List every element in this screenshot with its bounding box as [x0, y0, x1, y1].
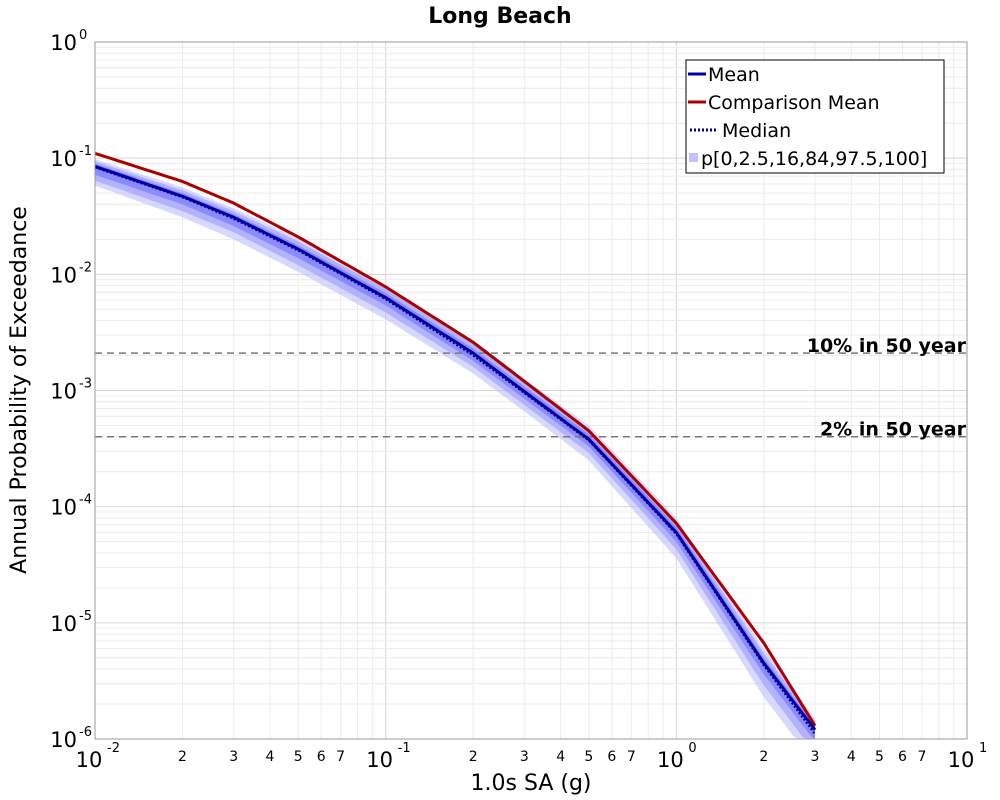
- x-minor-tick-label: 7: [918, 749, 927, 765]
- x-minor-tick-label: 2: [469, 749, 478, 765]
- x-tick-exponent: 1: [979, 741, 987, 756]
- y-tick-label: 10: [50, 728, 77, 752]
- x-minor-tick-label: 4: [556, 749, 565, 765]
- y-tick-label: 10: [50, 380, 77, 404]
- x-tick-exponent: 0: [688, 741, 696, 756]
- x-minor-tick-label: 2: [178, 749, 187, 765]
- series-line: [94, 151, 817, 727]
- x-tick-label: 10: [76, 748, 103, 772]
- percentile-bands: [95, 159, 815, 740]
- y-tick-label: 10: [50, 31, 77, 55]
- x-tick-labels: 10 -2 10 -1 10 0 10 12 3 4 5 6 7 2 3 4 5 6 7 2 3 4 5 6 7: [76, 741, 988, 772]
- x-minor-tick-label: 3: [811, 749, 820, 765]
- percentile-band: [95, 159, 815, 739]
- x-minor-tick-label: 4: [266, 749, 275, 765]
- y-tick-label: 10: [50, 263, 77, 287]
- x-minor-tick-label: 6: [607, 749, 616, 765]
- y-tick-exponent: -1: [79, 144, 92, 159]
- grid: [94, 42, 967, 740]
- x-minor-tick-label: 6: [898, 749, 907, 765]
- x-minor-tick-label: 7: [627, 749, 636, 765]
- legend-label-mean: Mean: [708, 64, 760, 86]
- x-tick-label: 10: [366, 748, 393, 772]
- reference-lines: 10% in 50 year 2% in 50 year: [95, 335, 967, 441]
- series-lines: [94, 151, 817, 735]
- x-axis-label: 1.0s SA (g): [471, 771, 592, 796]
- legend-label-median: Median: [722, 120, 791, 142]
- x-minor-tick-label: 3: [229, 749, 238, 765]
- y-tick-exponent: -3: [79, 377, 92, 392]
- legend-label-comparison-mean: Comparison Mean: [708, 92, 880, 114]
- y-tick-exponent: -6: [79, 725, 92, 740]
- y-tick-label: 10: [50, 496, 77, 520]
- x-tick-exponent: -2: [107, 741, 120, 756]
- y-tick-label: 10: [50, 612, 77, 636]
- x-minor-tick-label: 2: [759, 749, 768, 765]
- y-axis-label: Annual Probability of Exceedance: [7, 206, 32, 574]
- series-line: [94, 166, 816, 735]
- plot-frame: [94, 41, 968, 740]
- x-minor-tick-label: 5: [875, 749, 884, 765]
- x-minor-tick-label: 3: [520, 749, 529, 765]
- x-minor-tick-label: 7: [336, 749, 345, 765]
- x-tick-label: 10: [948, 748, 975, 772]
- x-tick-exponent: -1: [398, 741, 411, 756]
- x-minor-tick-label: 5: [584, 749, 593, 765]
- legend-label-percentiles: p[0,2.5,16,84,97.5,100]: [701, 148, 927, 170]
- chart-title: Long Beach: [428, 4, 571, 29]
- y-tick-exponent: 0: [79, 28, 87, 43]
- legend: Mean Comparison Mean Median p[0,2.5,16,8…: [685, 59, 945, 174]
- reference-line-label: 2% in 50 year: [820, 419, 967, 441]
- y-tick-exponent: -2: [79, 260, 92, 275]
- x-minor-tick-label: 5: [294, 749, 303, 765]
- series-line: [94, 164, 817, 731]
- x-minor-tick-label: 6: [317, 749, 326, 765]
- y-tick-label: 10: [50, 147, 77, 171]
- x-tick-label: 10: [657, 748, 684, 772]
- legend-box: [685, 59, 945, 174]
- legend-swatch-percentiles: [689, 153, 698, 162]
- percentile-band: [95, 161, 815, 740]
- y-tick-exponent: -4: [79, 493, 92, 508]
- y-tick-exponent: -5: [79, 609, 92, 624]
- x-minor-tick-label: 4: [847, 749, 856, 765]
- reference-line-label: 10% in 50 year: [807, 335, 967, 357]
